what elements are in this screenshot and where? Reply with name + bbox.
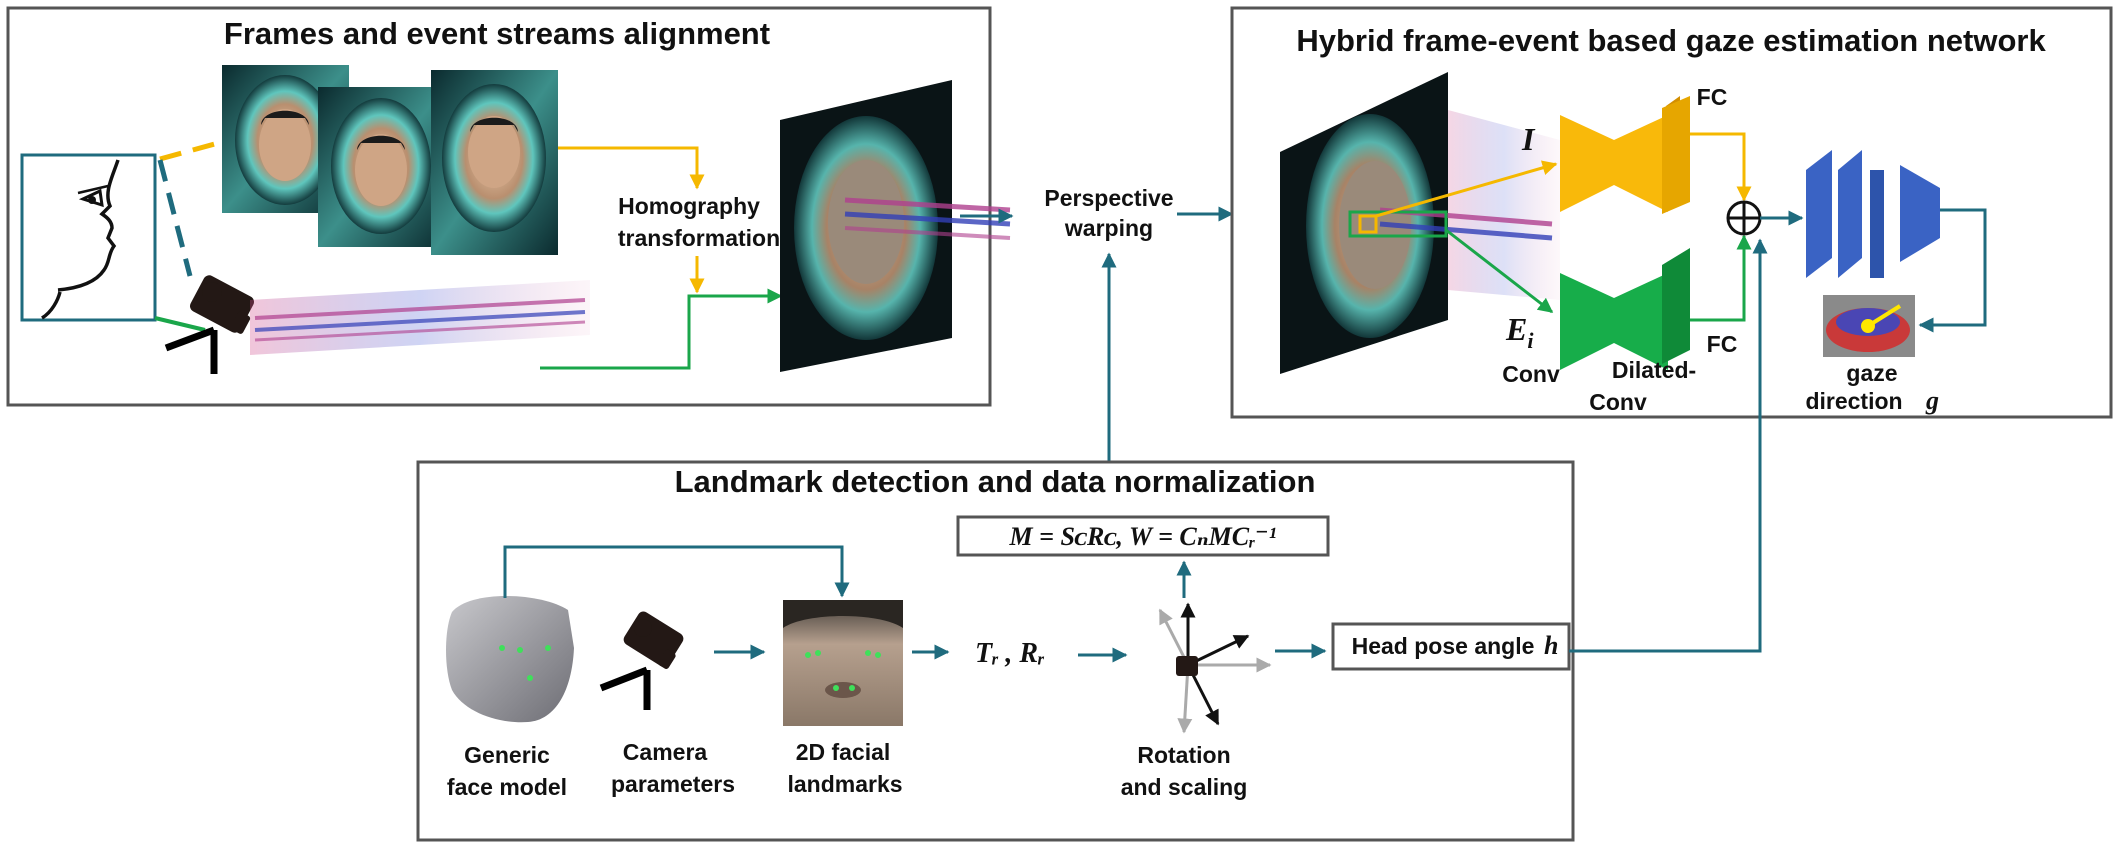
facial-label: 2D facial xyxy=(796,739,891,765)
facial-landmarks-photo xyxy=(783,600,903,726)
landmarks-label: landmarks xyxy=(787,771,902,797)
input-e-label: Ei xyxy=(1505,311,1534,353)
event-to-encoder-arrow xyxy=(1445,228,1554,314)
sum-operator-icon xyxy=(1726,200,1762,236)
face-model-label: face model xyxy=(447,774,567,800)
frame-fc-block xyxy=(1662,96,1690,214)
frames-to-homography-arrow xyxy=(558,146,705,190)
gaze-visualization xyxy=(1823,295,1915,357)
formula-text: M = SᴄRᴄ, W = CₙMCᵣ⁻¹ xyxy=(1009,522,1277,551)
fc-bottom-label: FC xyxy=(1707,331,1738,357)
face-to-camera-line xyxy=(154,316,206,332)
network-panel xyxy=(1230,6,2113,419)
eye-to-camera-dashed-line xyxy=(157,159,193,277)
frame-2 xyxy=(318,87,445,247)
regressor-to-gaze-arrow xyxy=(1918,208,1987,333)
input-i-label: I xyxy=(1521,121,1536,157)
head-pose-box xyxy=(1331,622,1571,671)
network-input-frame xyxy=(1280,72,1560,374)
frame-fc-to-sum-arrow xyxy=(1690,132,1752,202)
perspective-label: Perspective xyxy=(1044,185,1173,211)
dilated-conv-label: Conv xyxy=(1589,389,1647,415)
landmark-panel-title: Landmark detection and data normalizatio… xyxy=(675,464,1316,499)
parameters-label: parameters xyxy=(611,771,735,797)
headpose-to-sum-arrow xyxy=(1569,238,1768,653)
eye-roi-box xyxy=(1348,210,1448,238)
face-profile-icon xyxy=(20,153,157,322)
frame-to-encoder-arrow xyxy=(1375,160,1558,218)
gaze-symbol: g xyxy=(1925,386,1939,415)
eye-to-frames-dashed-line xyxy=(159,139,223,162)
model-to-landmarks-arrow xyxy=(503,545,850,598)
events-to-warp-arrow xyxy=(540,288,783,370)
camera-icon xyxy=(599,611,684,710)
gaze-regressor-blocks xyxy=(1806,150,1940,278)
camera-label: Camera xyxy=(623,739,708,765)
transformation-label: transformation xyxy=(618,225,780,251)
alignment-panel-title: Frames and event streams alignment xyxy=(224,16,770,51)
event-fc-block xyxy=(1662,248,1690,364)
homography-label: Homography xyxy=(618,193,760,219)
head-pose-symbol: h xyxy=(1544,631,1558,660)
warping-label: warping xyxy=(1064,215,1153,241)
frames-stack xyxy=(222,65,558,255)
event-fc-to-sum-arrow xyxy=(1690,234,1752,322)
event-stream xyxy=(250,280,590,355)
scaling-label: and scaling xyxy=(1121,774,1248,800)
generic-label: Generic xyxy=(464,742,550,768)
fc-top-label: FC xyxy=(1697,84,1728,110)
rotation-label: Rotation xyxy=(1137,742,1230,768)
input-e-subscript: i xyxy=(1527,328,1534,353)
gaze-label: gaze xyxy=(1846,360,1897,386)
tr-rr-label: Tᵣ , Rᵣ xyxy=(975,638,1045,669)
direction-label: direction xyxy=(1805,388,1902,414)
formula-box xyxy=(956,515,1330,557)
network-panel-title: Hybrid frame-event based gaze estimation… xyxy=(1296,23,2046,58)
conv-label: Conv xyxy=(1502,361,1560,387)
face-3d-model-icon xyxy=(446,596,574,723)
head-pose-label: Head pose angle xyxy=(1352,633,1535,659)
eye-crop-box xyxy=(1358,214,1378,234)
event-camera-icon xyxy=(164,275,254,374)
frame-encoder-block xyxy=(1560,115,1668,212)
dilated-label: Dilated- xyxy=(1612,357,1696,383)
coordinate-axes-icon xyxy=(1158,602,1272,734)
event-encoder-block xyxy=(1560,273,1668,370)
aligned-frame xyxy=(780,80,1011,372)
frame-3 xyxy=(431,70,558,255)
